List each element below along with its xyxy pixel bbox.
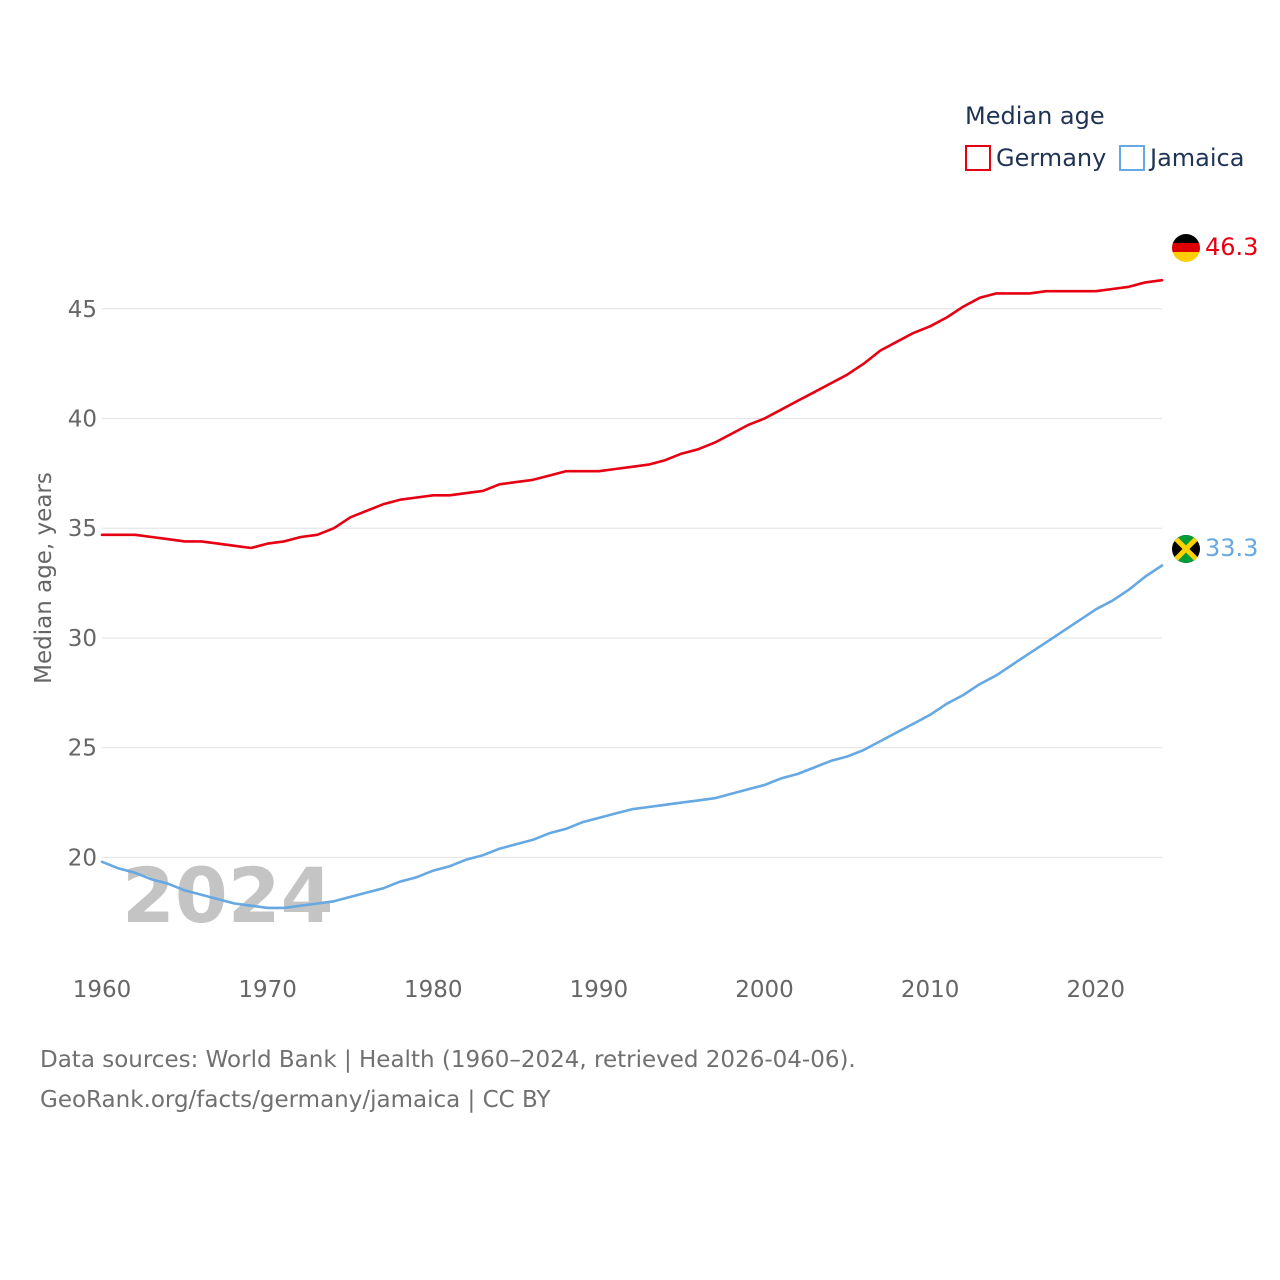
germany-flag-icon xyxy=(1172,234,1200,262)
series-line-jamaica[interactable] xyxy=(100,564,1164,910)
y-axis-title: Median age, years xyxy=(31,472,57,684)
legend-item-jamaica[interactable]: Jamaica xyxy=(1119,144,1244,172)
end-label-germany: 46.3 xyxy=(1205,233,1258,261)
x-tick-label-2000: 2000 xyxy=(735,977,794,1003)
series-lines xyxy=(100,278,1164,910)
year-watermark: 2024 xyxy=(122,851,334,940)
legend-swatch-germany xyxy=(965,145,991,171)
median-age-chart: 20 25 30 35 40 45 1960 1970 1980 1990 2000 2010 202… xyxy=(31,102,1258,1003)
x-axis-ticks: 1960 1970 1980 1990 2000 2010 2020 xyxy=(73,977,1125,1003)
legend-label-jamaica: Jamaica xyxy=(1148,144,1244,172)
end-label-jamaica: 33.3 xyxy=(1205,534,1258,562)
jamaica-flag-icon xyxy=(1172,535,1200,563)
legend-item-germany[interactable]: Germany xyxy=(965,144,1106,172)
y-tick-label-20: 20 xyxy=(68,845,97,871)
legend[interactable]: Median age Germany Jamaica xyxy=(965,102,1244,172)
x-tick-label-1980: 1980 xyxy=(404,977,463,1003)
footer: Data sources: World Bank | Health (1960–… xyxy=(40,1040,856,1120)
legend-label-germany: Germany xyxy=(996,144,1106,172)
y-tick-label-25: 25 xyxy=(68,736,97,762)
y-tick-label-35: 35 xyxy=(68,516,97,542)
x-tick-label-1960: 1960 xyxy=(73,977,132,1003)
y-tick-label-30: 30 xyxy=(68,626,97,652)
x-tick-label-2020: 2020 xyxy=(1066,977,1125,1003)
x-tick-label-2010: 2010 xyxy=(901,977,960,1003)
y-tick-label-40: 40 xyxy=(68,406,97,432)
data-source-text: Data sources: World Bank | Health (1960–… xyxy=(40,1047,856,1073)
series-line-germany[interactable] xyxy=(100,278,1164,550)
y-tick-label-45: 45 xyxy=(68,297,97,323)
y-gridlines xyxy=(102,308,1162,859)
y-axis-ticks: 20 25 30 35 40 45 xyxy=(68,297,97,872)
x-tick-label-1970: 1970 xyxy=(238,977,297,1003)
legend-title: Median age xyxy=(965,102,1105,130)
legend-swatch-jamaica xyxy=(1119,145,1145,171)
source-link[interactable]: GeoRank.org/facts/germany/jamaica | CC B… xyxy=(40,1087,551,1113)
x-tick-label-1990: 1990 xyxy=(570,977,629,1003)
